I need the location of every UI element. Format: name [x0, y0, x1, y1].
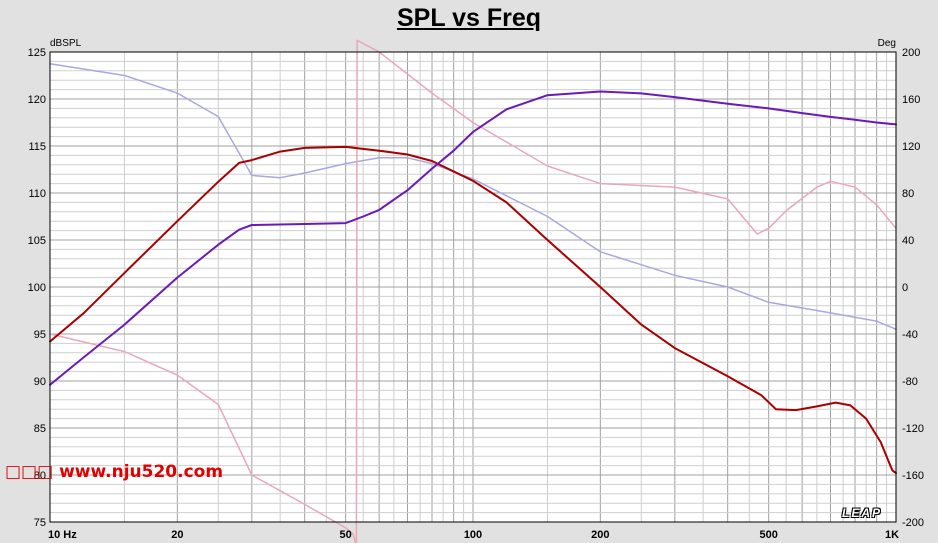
y-tick-label: 85	[34, 423, 46, 435]
y-tick-label: 100	[28, 282, 46, 294]
watermark-text: □□□ www.nju520.com	[5, 462, 224, 482]
y-tick-label: 75	[34, 517, 46, 529]
y-tick-label: 115	[28, 141, 46, 153]
x-tick-label: 500	[759, 529, 777, 541]
series-line-4	[49, 39, 897, 543]
x-tick-label: 1K	[885, 529, 899, 541]
series-line-3	[49, 63, 897, 331]
y2-tick-label: -160	[902, 470, 924, 482]
y-tick-label: 90	[34, 376, 46, 388]
series-line-1	[49, 145, 897, 475]
x-tick-label: 20	[171, 529, 183, 541]
x-tick-label: 50	[340, 529, 352, 541]
right-axis-unit: Deg	[878, 38, 896, 49]
y-tick-label: 110	[28, 188, 46, 200]
y2-tick-label: 80	[902, 188, 914, 200]
y2-tick-label: 200	[902, 47, 920, 59]
y2-tick-label: -200	[902, 517, 924, 529]
series-line-2	[49, 90, 897, 386]
x-tick-label: 10 Hz	[48, 529, 77, 541]
y2-tick-label: 120	[902, 141, 920, 153]
y-tick-label: 80	[34, 470, 46, 482]
left-axis-unit: dBSPL	[50, 38, 82, 49]
y2-tick-label: -40	[902, 329, 918, 341]
y-tick-label: 120	[28, 94, 46, 106]
x-tick-label: 100	[464, 529, 482, 541]
y2-tick-label: -120	[902, 423, 924, 435]
y-tick-label: 95	[34, 329, 46, 341]
y2-tick-label: -80	[902, 376, 918, 388]
x-tick-label: 200	[591, 529, 609, 541]
y-tick-label: 105	[28, 235, 46, 247]
chart-title: SPL vs Freq	[396, 4, 542, 32]
y2-tick-label: 40	[902, 235, 914, 247]
y-tick-label: 125	[28, 47, 46, 59]
y2-tick-label: 160	[902, 94, 920, 106]
y2-tick-label: 0	[902, 282, 908, 294]
leap-logo: LEAP	[842, 506, 883, 520]
plot-frame	[49, 51, 897, 523]
